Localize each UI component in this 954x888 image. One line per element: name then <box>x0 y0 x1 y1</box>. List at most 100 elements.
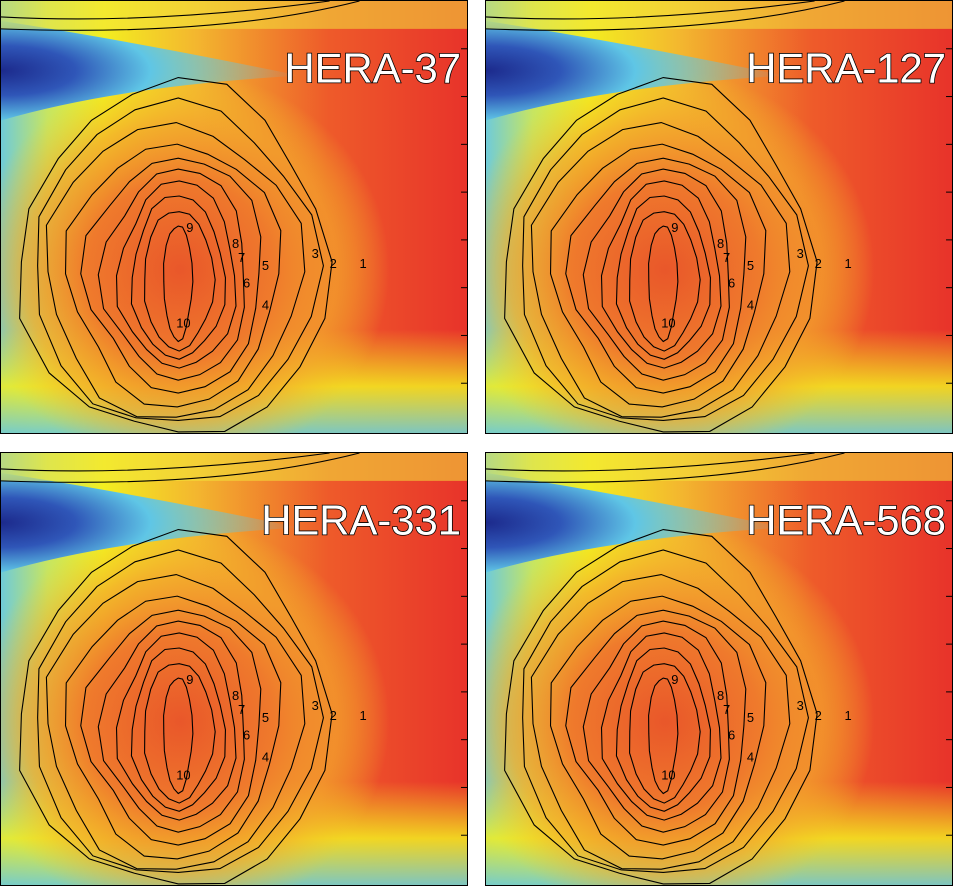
contour-line-top <box>486 453 815 472</box>
contour-line-7 <box>600 632 722 821</box>
contour-label-9: 9 <box>671 672 678 687</box>
contour-line-6 <box>582 620 730 833</box>
contour-line-3 <box>45 573 306 870</box>
contour-label-2: 2 <box>330 256 337 271</box>
contour-label-8: 8 <box>717 688 724 703</box>
contour-label-1: 1 <box>844 256 851 271</box>
contour-label-10: 10 <box>176 315 190 330</box>
contour-line-7 <box>600 180 722 369</box>
contour-label-8: 8 <box>232 688 239 703</box>
contour-line-8 <box>130 195 226 360</box>
heatmap-core <box>1 70 390 433</box>
contour-line-4 <box>64 143 282 408</box>
contour-line-2 <box>522 97 809 422</box>
contour-line-5 <box>565 609 747 846</box>
heatmap-core <box>486 522 875 885</box>
heatmap-top-band <box>1 1 467 29</box>
contour-line-2 <box>37 97 324 422</box>
contour-line-1 <box>19 528 333 885</box>
contour-panel-3: 1 2 3 4 5 6 7 8 9 10 HERA-331 <box>0 452 468 886</box>
contour-label-4: 4 <box>262 298 269 313</box>
contour-label-10: 10 <box>661 767 675 782</box>
contour-line-1 <box>19 76 333 433</box>
contour-line-top <box>486 453 845 483</box>
heatmap-top-band <box>486 453 952 481</box>
contour-label-3: 3 <box>797 246 804 261</box>
contour-line-top <box>1 1 330 20</box>
contour-label-7: 7 <box>723 702 730 717</box>
panel-title: HERA-331 <box>261 497 461 544</box>
panel-title: HERA-568 <box>746 497 946 544</box>
contour-label-3: 3 <box>797 698 804 713</box>
contour-line-3 <box>530 573 791 870</box>
panel-title: HERA-37 <box>284 45 461 92</box>
contour-line-10 <box>163 677 194 795</box>
contour-line-top <box>1 453 360 483</box>
contour-label-9: 9 <box>671 220 678 235</box>
contour-label-10: 10 <box>661 315 675 330</box>
contour-line-9 <box>629 211 701 352</box>
contour-line-10 <box>648 677 679 795</box>
contour-line-6 <box>582 168 730 381</box>
contour-label-10: 10 <box>176 767 190 782</box>
contour-label-5: 5 <box>262 710 269 725</box>
contour-line-9 <box>144 663 216 804</box>
contour-line-3 <box>45 121 306 418</box>
contour-label-1: 1 <box>359 256 366 271</box>
contour-line-1 <box>504 76 818 433</box>
contour-line-3 <box>530 121 791 418</box>
contour-label-2: 2 <box>330 708 337 723</box>
contour-plot-svg: 1 23 4 56 78 9 10 HERA-568 <box>486 453 952 885</box>
contour-line-8 <box>615 195 711 360</box>
contour-label-1: 1 <box>844 708 851 723</box>
contour-label-8: 8 <box>717 236 724 251</box>
contour-line-4 <box>549 143 767 408</box>
contour-line-5 <box>80 157 262 394</box>
contour-label-7: 7 <box>723 250 730 265</box>
contour-label-8: 8 <box>232 236 239 251</box>
contour-label-6: 6 <box>243 728 250 743</box>
contour-line-6 <box>97 620 245 833</box>
contour-line-2 <box>522 549 809 874</box>
contour-line-2 <box>37 549 324 874</box>
contour-label-7: 7 <box>238 702 245 717</box>
contour-label-3: 3 <box>312 698 319 713</box>
heatmap-blue-wedge <box>1 472 300 573</box>
contour-line-7 <box>115 632 237 821</box>
contour-line-10 <box>648 225 679 343</box>
contour-label-7: 7 <box>238 250 245 265</box>
contour-label-5: 5 <box>262 258 269 273</box>
contour-label-9: 9 <box>186 220 193 235</box>
contour-line-8 <box>130 647 226 812</box>
heatmap-top-band <box>486 1 952 29</box>
contour-plot-svg: 1 23 4 56 78 9 10 HERA-37 <box>1 1 467 433</box>
heatmap-top-band <box>1 453 467 481</box>
contour-label-4: 4 <box>747 750 754 765</box>
contour-line-9 <box>629 663 701 804</box>
contour-line-4 <box>549 595 767 860</box>
contour-label-5: 5 <box>747 258 754 273</box>
contour-line-1 <box>504 528 818 885</box>
contour-label-6: 6 <box>728 276 735 291</box>
contour-plot-svg: 1 23 4 56 78 9 10 HERA-331 <box>1 453 467 885</box>
contour-line-top <box>486 1 845 31</box>
heatmap-core <box>486 70 875 433</box>
contour-line-9 <box>144 211 216 352</box>
heatmap-core <box>1 522 390 885</box>
contour-label-2: 2 <box>815 708 822 723</box>
contour-plot-svg: 1 23 4 56 78 9 10 HERA-127 <box>486 1 952 433</box>
contour-line-top <box>1 1 360 31</box>
contour-line-7 <box>115 180 237 369</box>
contour-label-3: 3 <box>312 246 319 261</box>
contour-label-6: 6 <box>728 728 735 743</box>
contour-line-top <box>486 1 815 20</box>
panel-title: HERA-127 <box>746 45 946 92</box>
contour-label-5: 5 <box>747 710 754 725</box>
heatmap-blue-wedge <box>486 472 785 573</box>
contour-panel-4: 1 2 3 4 5 6 7 8 9 10 HERA-568 <box>485 452 953 886</box>
contour-label-4: 4 <box>262 750 269 765</box>
contour-line-5 <box>80 609 262 846</box>
contour-line-10 <box>163 225 194 343</box>
contour-label-6: 6 <box>243 276 250 291</box>
contour-label-4: 4 <box>747 298 754 313</box>
